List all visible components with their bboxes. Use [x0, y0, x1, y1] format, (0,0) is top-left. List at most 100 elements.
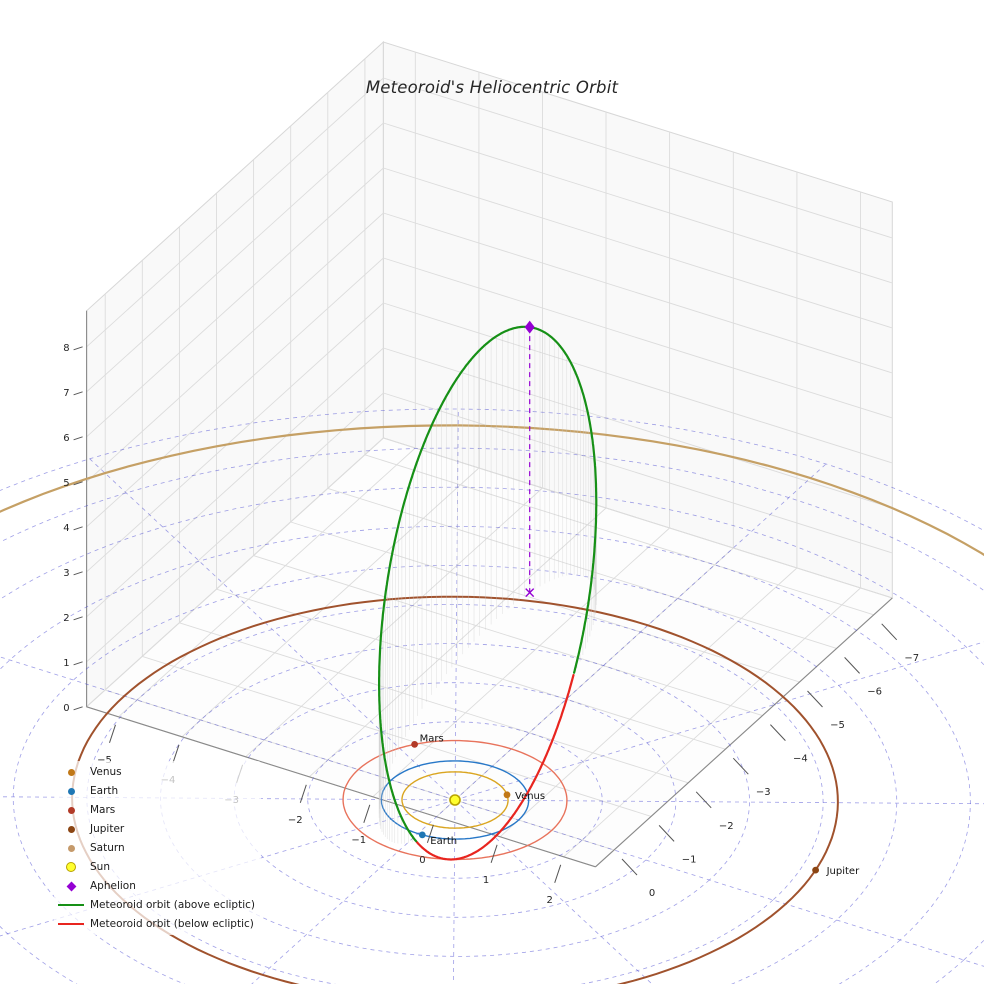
x-tick-label: −2	[288, 815, 303, 826]
legend-label: Meteoroid orbit (above ecliptic)	[90, 899, 255, 911]
planet-mars	[411, 741, 418, 748]
legend-dot-icon	[56, 825, 86, 833]
grid-line	[327, 487, 837, 649]
sun-marker	[449, 794, 461, 806]
z-tick-label: 2	[63, 613, 69, 624]
legend-label: Jupiter	[90, 823, 125, 835]
grid-line	[86, 302, 384, 573]
legend-item-earth: Earth	[56, 782, 255, 800]
legend-label: Venus	[90, 766, 122, 778]
legend-item-sun: Sun	[56, 858, 255, 876]
legend-item-aphelion: Aphelion	[56, 877, 255, 895]
y-tick-label: −7	[904, 653, 919, 664]
y-tick-label: −6	[867, 686, 882, 697]
legend-label: Earth	[90, 785, 119, 797]
grid-line	[383, 257, 893, 419]
legend-diamond-icon	[56, 881, 86, 891]
z-tick	[73, 391, 83, 396]
y-tick	[658, 825, 675, 842]
line-marker-icon	[58, 904, 84, 906]
ecliptic-grid-circle	[86, 604, 824, 984]
grid-line	[86, 347, 384, 618]
x-tick	[554, 864, 562, 883]
legend-line-swatch	[56, 923, 86, 925]
x-tick	[109, 724, 116, 743]
z-tick	[73, 616, 83, 621]
grid-line	[86, 257, 384, 528]
legend-label: Aphelion	[90, 880, 136, 892]
y-tick-label: −3	[756, 787, 771, 798]
x-tick	[172, 744, 180, 763]
aphelion-ground-x-icon	[525, 588, 535, 598]
grid-line	[383, 167, 893, 329]
ecliptic-grid-circle	[160, 643, 750, 957]
grid-line	[253, 555, 763, 717]
legend-item-meteoroid-orbit-below-ecliptic: Meteoroid orbit (below ecliptic)	[56, 915, 255, 933]
y-tick-label: −5	[830, 720, 845, 731]
grid-line	[372, 527, 670, 798]
y-tick-label: −2	[719, 821, 734, 832]
z-tick-label: 8	[63, 343, 69, 354]
z-tick-label: 4	[63, 523, 69, 534]
grid-line	[563, 587, 861, 858]
dot-marker-icon	[67, 844, 75, 852]
planet-earth	[418, 831, 426, 839]
legend-dot-icon	[56, 806, 86, 814]
ecliptic-grid-spoke	[454, 408, 459, 801]
x-tick	[299, 784, 307, 803]
planet-venus	[503, 791, 511, 799]
ecliptic-grid-spoke	[454, 799, 653, 984]
y-tick	[881, 623, 898, 641]
ecliptic-grid-spoke	[453, 799, 456, 984]
z-tick-label: 7	[63, 388, 69, 399]
legend-label: Saturn	[90, 842, 125, 854]
planet-label-earth: Earth	[430, 836, 457, 847]
grid-line	[86, 392, 384, 663]
grid-line	[105, 689, 615, 851]
legend-item-jupiter: Jupiter	[56, 820, 255, 838]
z-tick-label: 1	[63, 658, 69, 669]
y-tick	[770, 724, 786, 741]
y-tick	[732, 757, 749, 775]
grid-line	[86, 122, 384, 393]
z-tick	[73, 706, 83, 711]
z-tick-label: 5	[63, 478, 69, 489]
dot-marker-icon	[67, 787, 75, 795]
meteoroid-orbit-above	[528, 326, 598, 674]
grid-line	[216, 588, 726, 750]
meteoroid-orbit-below	[415, 673, 575, 861]
grid-line	[245, 487, 543, 758]
grid-line	[383, 77, 893, 239]
line-marker-icon	[58, 923, 84, 925]
dot-marker-icon	[67, 806, 75, 814]
legend-item-saturn: Saturn	[56, 839, 255, 857]
grid-line	[179, 622, 689, 784]
diamond-marker-icon	[66, 881, 76, 891]
y-tick	[695, 791, 712, 809]
legend-sun-icon	[56, 862, 86, 872]
orbit-venus	[401, 771, 509, 829]
z-tick	[73, 436, 83, 441]
z-tick	[73, 481, 83, 486]
z-tick	[73, 571, 83, 576]
legend-dot-icon	[56, 787, 86, 795]
legend-label: Mars	[90, 804, 116, 816]
legend-item-mars: Mars	[56, 801, 255, 819]
x-tick	[363, 804, 371, 823]
grid-line	[86, 437, 384, 708]
ecliptic-grid-spoke	[454, 799, 984, 805]
grid-line	[499, 567, 798, 838]
aphelion-marker-icon	[524, 320, 535, 334]
y-tick-label: 0	[649, 888, 655, 899]
grid-line	[118, 447, 416, 718]
planet-label-mars: Mars	[420, 733, 444, 744]
y-tick	[844, 657, 860, 674]
chart-title: Meteoroid's Heliocentric Orbit	[365, 78, 619, 97]
legend-item-meteoroid-orbit-above-ecliptic: Meteoroid orbit (above ecliptic)	[56, 896, 255, 914]
grid-line	[86, 167, 384, 438]
y-tick-label: −4	[793, 754, 808, 765]
ecliptic-grid-circle	[307, 721, 603, 879]
